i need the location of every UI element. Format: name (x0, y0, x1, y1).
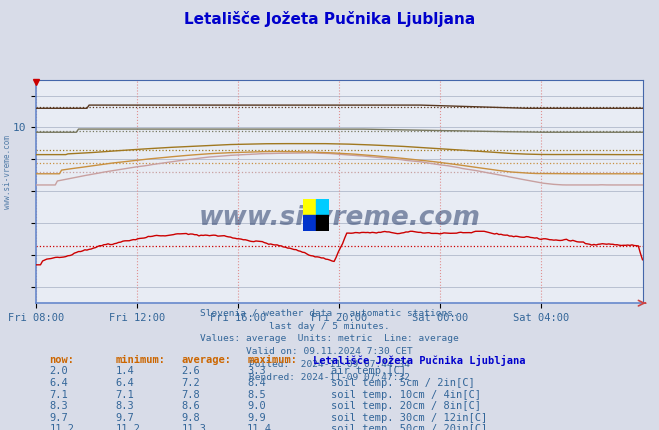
Text: 6.4: 6.4 (115, 378, 134, 388)
Text: 11.2: 11.2 (115, 424, 140, 430)
Text: 8.5: 8.5 (247, 390, 266, 399)
Text: Letališče Jožeta Pučnika Ljubljana: Letališče Jožeta Pučnika Ljubljana (184, 11, 475, 27)
Text: 11.2: 11.2 (49, 424, 74, 430)
Text: 1.4: 1.4 (115, 366, 134, 376)
Text: 11.3: 11.3 (181, 424, 206, 430)
Text: maximum:: maximum: (247, 355, 297, 365)
Text: 8.6: 8.6 (181, 401, 200, 411)
Text: 8.3: 8.3 (49, 401, 68, 411)
Text: 7.1: 7.1 (49, 390, 68, 399)
Bar (316, 215, 329, 231)
Bar (302, 199, 316, 215)
Text: 7.8: 7.8 (181, 390, 200, 399)
Text: 9.8: 9.8 (181, 413, 200, 423)
Text: 6.4: 6.4 (49, 378, 68, 388)
Text: soil temp. 20cm / 8in[C]: soil temp. 20cm / 8in[C] (331, 401, 482, 411)
Text: 7.1: 7.1 (115, 390, 134, 399)
Text: 11.4: 11.4 (247, 424, 272, 430)
Text: 7.2: 7.2 (181, 378, 200, 388)
Text: minimum:: minimum: (115, 355, 165, 365)
Text: soil temp. 50cm / 20in[C]: soil temp. 50cm / 20in[C] (331, 424, 488, 430)
Text: 2.0: 2.0 (49, 366, 68, 376)
Text: 2.6: 2.6 (181, 366, 200, 376)
Text: 8.4: 8.4 (247, 378, 266, 388)
Text: Letališče Jožeta Pučnika Ljubljana: Letališče Jožeta Pučnika Ljubljana (313, 355, 525, 366)
Text: soil temp. 10cm / 4in[C]: soil temp. 10cm / 4in[C] (331, 390, 482, 399)
Text: air temp.[C]: air temp.[C] (331, 366, 407, 376)
Text: 9.7: 9.7 (49, 413, 68, 423)
Text: www.si-vreme.com: www.si-vreme.com (198, 205, 480, 231)
Text: now:: now: (49, 355, 74, 365)
Text: www.si-vreme.com: www.si-vreme.com (3, 135, 13, 209)
Text: 9.9: 9.9 (247, 413, 266, 423)
Text: 9.7: 9.7 (115, 413, 134, 423)
Text: soil temp. 5cm / 2in[C]: soil temp. 5cm / 2in[C] (331, 378, 475, 388)
Bar (302, 215, 316, 231)
Text: 8.3: 8.3 (115, 401, 134, 411)
Bar (316, 199, 329, 215)
Text: 3.3: 3.3 (247, 366, 266, 376)
Text: soil temp. 30cm / 12in[C]: soil temp. 30cm / 12in[C] (331, 413, 488, 423)
Text: average:: average: (181, 355, 231, 365)
Text: 9.0: 9.0 (247, 401, 266, 411)
Text: Slovenia / weather data - automatic stations.
last day / 5 minutes.
Values: aver: Slovenia / weather data - automatic stat… (200, 309, 459, 382)
